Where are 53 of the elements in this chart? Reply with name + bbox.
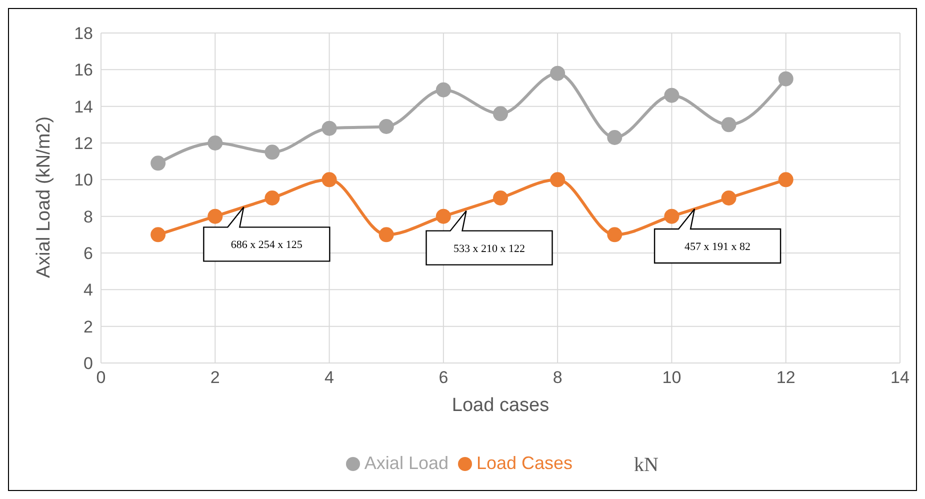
point <box>436 82 451 98</box>
x-tick-label: 8 <box>552 368 562 388</box>
point <box>664 88 680 103</box>
y-tick-label: 18 <box>74 24 93 44</box>
point <box>664 208 680 224</box>
point <box>378 227 394 242</box>
y-tick-label: 6 <box>84 244 93 264</box>
x-tick-label: 0 <box>96 368 106 388</box>
y-tick-label: 2 <box>84 317 93 336</box>
x-tick-label: 10 <box>662 368 682 388</box>
y-tick-label: 14 <box>74 97 93 116</box>
point <box>436 208 451 224</box>
point <box>550 66 566 81</box>
point <box>607 227 622 242</box>
point <box>607 130 622 145</box>
y-tick-label: 4 <box>84 280 93 300</box>
legend-label: Load Cases <box>476 453 573 473</box>
annotation: 686 x 254 x 125 <box>230 239 303 252</box>
point <box>550 172 566 188</box>
callout: 457 x 191 x 82 <box>654 208 782 264</box>
point <box>493 190 508 206</box>
point <box>322 172 337 188</box>
point <box>208 136 223 150</box>
point <box>150 156 166 171</box>
y-tick-label: 8 <box>84 207 93 226</box>
point <box>721 190 736 206</box>
point <box>721 117 736 132</box>
point <box>150 227 166 242</box>
y-axis-title: Axial Load (kN/m2) <box>34 116 55 278</box>
point <box>208 208 223 224</box>
point <box>264 190 280 206</box>
x-tick-label: 12 <box>776 368 796 388</box>
point <box>778 71 794 86</box>
y-tick-label: 12 <box>74 134 93 154</box>
legend-label: Axial Load <box>364 453 448 473</box>
x-axis-title: Load cases <box>452 395 550 416</box>
callout: 533 x 210 x 122 <box>426 210 553 266</box>
point <box>264 144 280 160</box>
x-tick-label: 4 <box>324 368 334 388</box>
callout: 686 x 254 x 125 <box>203 206 330 262</box>
y-tick-label: 16 <box>74 60 93 80</box>
text: kN <box>634 454 658 477</box>
point <box>322 120 337 136</box>
x-tick-label: 2 <box>210 368 220 388</box>
point <box>778 172 794 188</box>
x-tick-label: 14 <box>890 368 910 388</box>
point <box>493 106 508 122</box>
y-tick-label: 10 <box>74 170 93 190</box>
y-tick-label: 0 <box>84 354 93 374</box>
annotation: 457 x 191 x 82 <box>684 241 751 253</box>
annotation: 533 x 210 x 122 <box>454 242 526 255</box>
x-tick-label: 6 <box>438 368 448 388</box>
point <box>378 119 394 134</box>
